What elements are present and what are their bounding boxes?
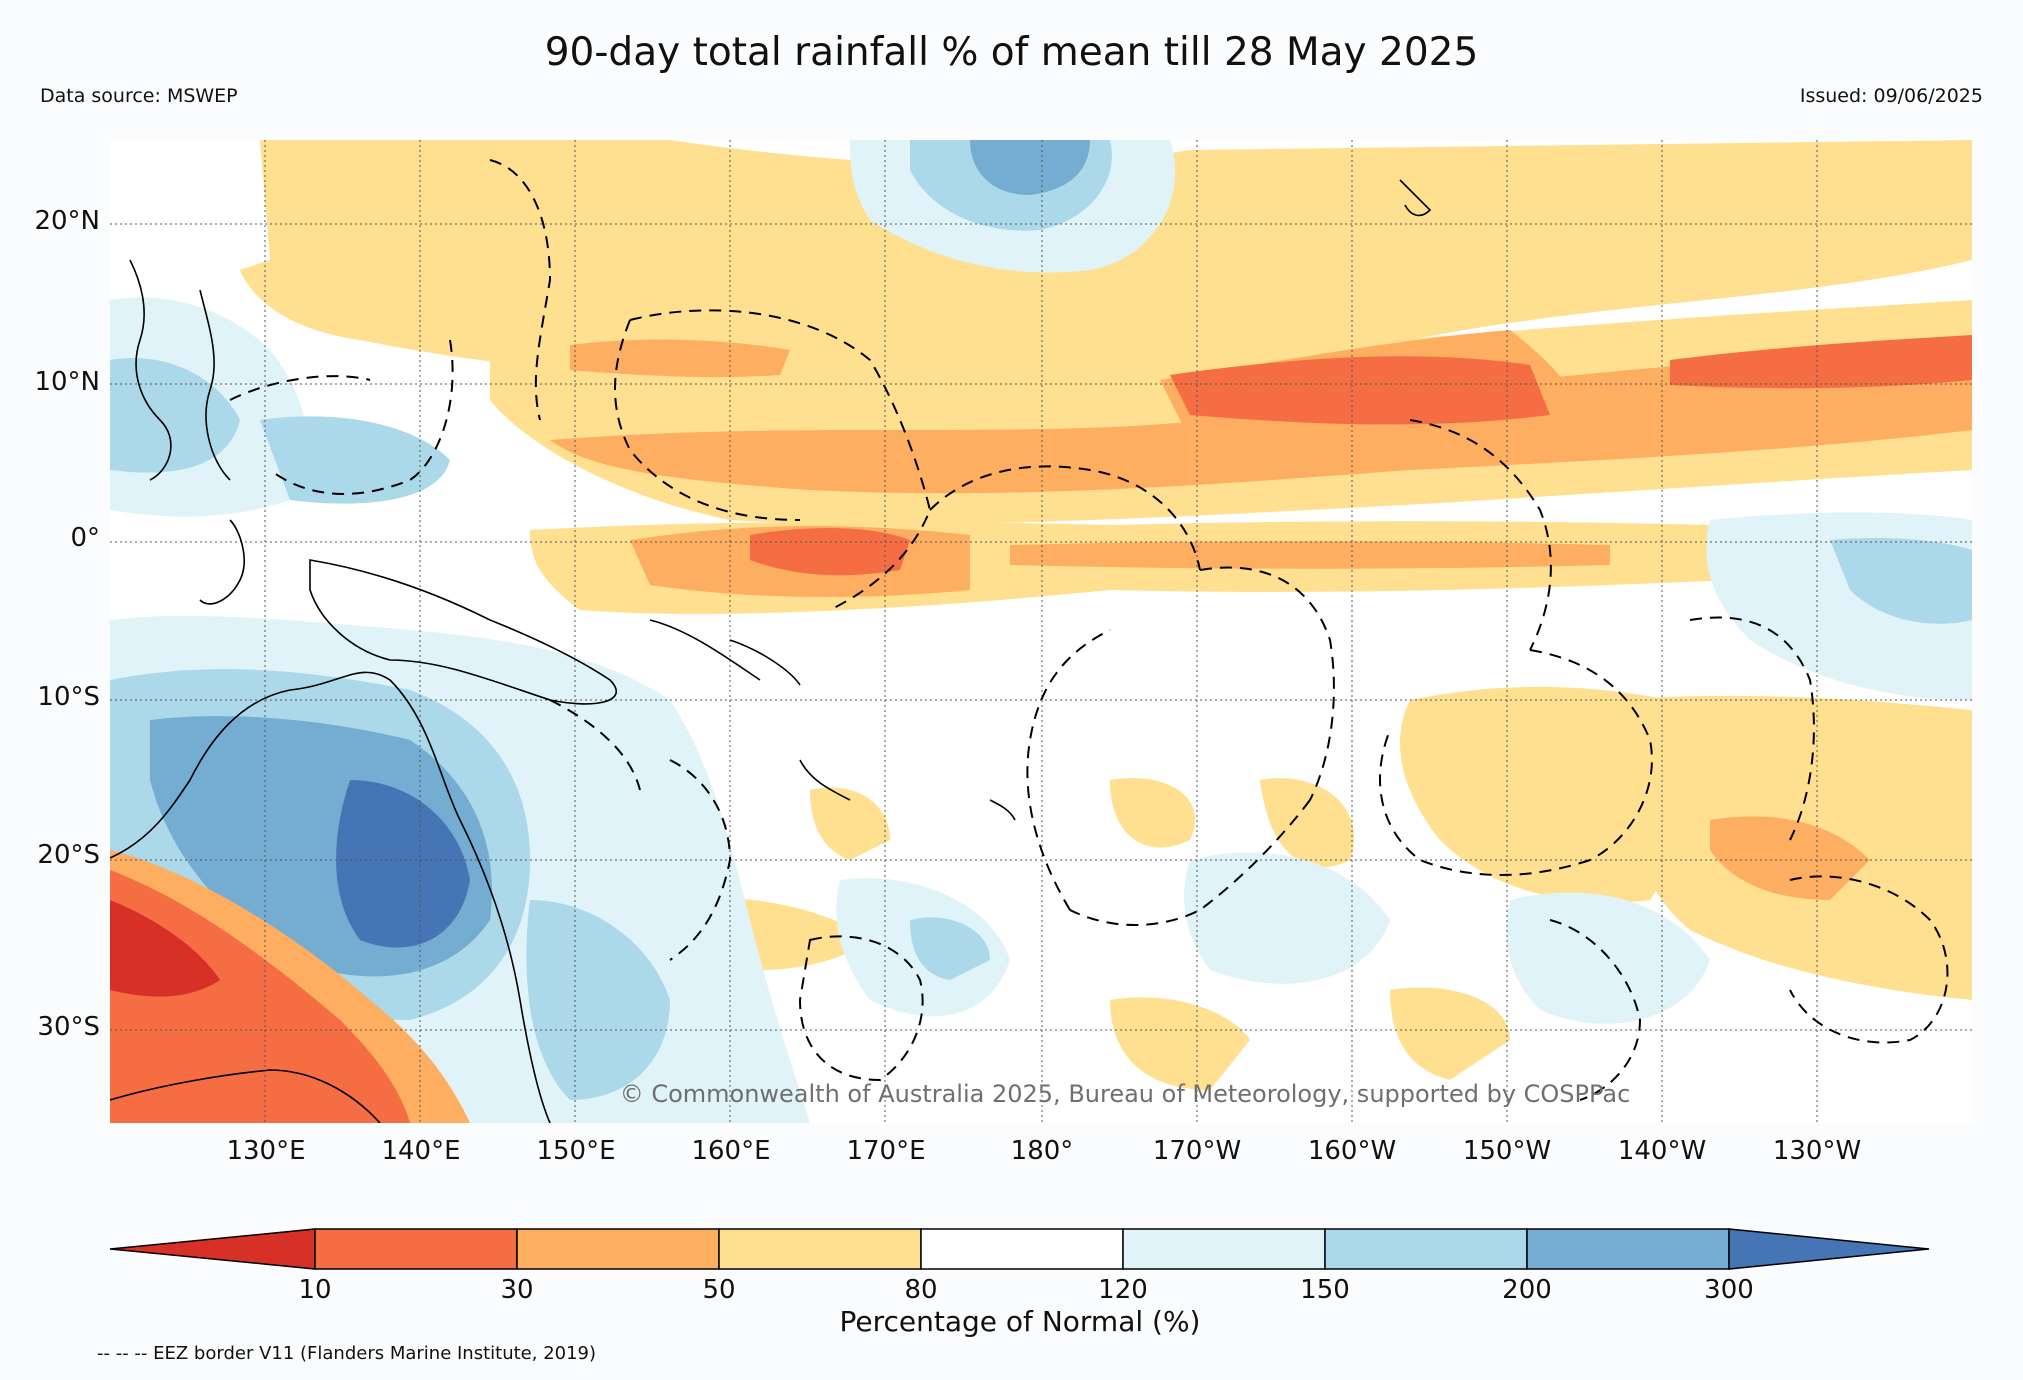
lon-label-170w: 170°W — [1152, 1136, 1242, 1166]
lat-label-10n: 10°N — [34, 367, 100, 397]
lat-label-20s: 20°S — [37, 840, 100, 870]
legend-tick-150: 150 — [1300, 1275, 1350, 1305]
lon-label-130w: 130°W — [1772, 1136, 1862, 1166]
lat-label-30s: 30°S — [37, 1012, 100, 1042]
legend-swatch — [718, 1228, 922, 1270]
lon-label-130e: 130°E — [226, 1136, 306, 1166]
legend-swatch — [1324, 1228, 1528, 1270]
legend-tick-10: 10 — [298, 1275, 332, 1305]
lon-label-140e: 140°E — [381, 1136, 461, 1166]
copyright-text: © Commonwealth of Australia 2025, Bureau… — [620, 1080, 1631, 1108]
coastlines — [110, 179, 1432, 1123]
legend-tick-120: 120 — [1098, 1275, 1148, 1305]
lon-label-140w: 140°W — [1617, 1136, 1707, 1166]
lat-label-0: 0° — [70, 523, 100, 553]
lon-label-180: 180° — [1010, 1136, 1074, 1166]
issued-date-label: Issued: 09/06/2025 — [1799, 85, 1983, 107]
legend-swatch — [516, 1228, 720, 1270]
legend-tick-300: 300 — [1704, 1275, 1754, 1305]
map-title: 90-day total rainfall % of mean till 28 … — [544, 30, 1479, 75]
eez-borders — [229, 159, 1949, 1101]
data-source-label: Data source: MSWEP — [40, 85, 238, 107]
lat-label-20n: 20°N — [34, 206, 100, 236]
legend-title: Percentage of Normal (%) — [839, 1305, 1201, 1338]
legend-extend-high — [1728, 1228, 1930, 1270]
lon-label-150e: 150°E — [536, 1136, 616, 1166]
legend-tick-50: 50 — [702, 1275, 736, 1305]
legend-swatch — [314, 1228, 518, 1270]
legend-swatch — [920, 1228, 1124, 1270]
graticule — [110, 140, 1972, 1123]
legend-tick-30: 30 — [500, 1275, 534, 1305]
lon-label-160w: 160°W — [1307, 1136, 1397, 1166]
lon-label-160e: 160°E — [691, 1136, 771, 1166]
legend-colorbar — [110, 1228, 1930, 1270]
legend-tick-80: 80 — [904, 1275, 938, 1305]
legend-tick-200: 200 — [1502, 1275, 1552, 1305]
lon-label-170e: 170°E — [846, 1136, 926, 1166]
legend-swatch — [1122, 1228, 1326, 1270]
lat-label-10s: 10°S — [37, 682, 100, 712]
legend-swatch — [1526, 1228, 1730, 1270]
legend-extend-low — [110, 1228, 316, 1270]
driest-areas — [110, 850, 470, 1123]
eez-border-note: -- -- -- EEZ border V11 (Flanders Marine… — [97, 1343, 597, 1364]
lon-label-150w: 150°W — [1462, 1136, 1552, 1166]
rainfall-map: © Commonwealth of Australia 2025, Bureau… — [110, 140, 1972, 1123]
